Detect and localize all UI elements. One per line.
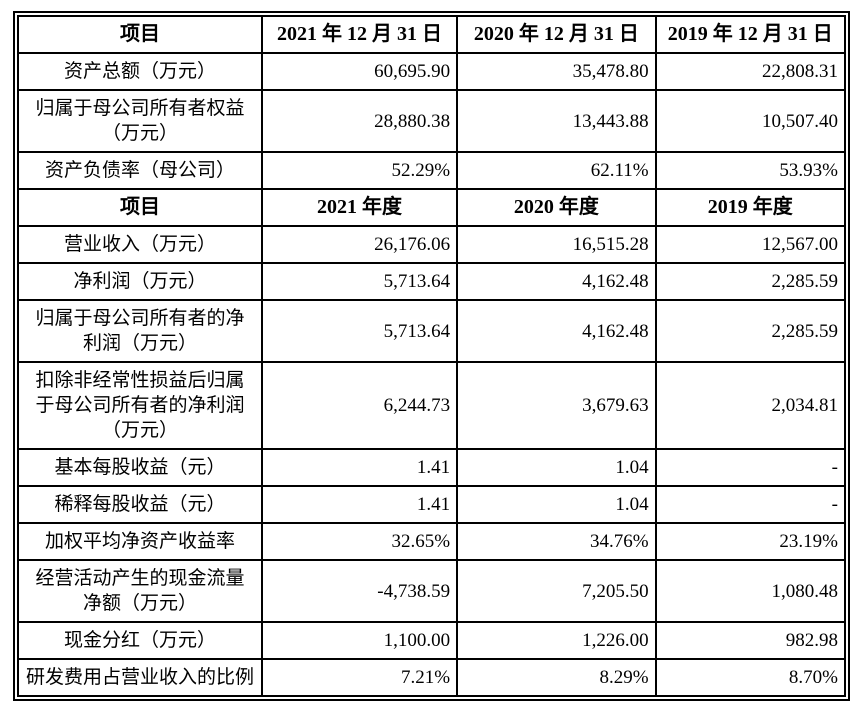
table-row-rd-expense-ratio: 研发费用占营业收入的比例 7.21% 8.29% 8.70%	[17, 658, 847, 697]
row-value: 12,567.00	[654, 225, 847, 264]
column-header-date-2021: 2021 年 12 月 31 日	[260, 15, 459, 54]
section2-header-row: 项目 2021 年度 2020 年度 2019 年度	[17, 188, 847, 227]
row-value: 35,478.80	[456, 52, 657, 91]
row-value: 13,443.88	[456, 89, 657, 153]
table-row-deducted-net-profit: 扣除非经常性损益后归属 于母公司所有者的净利润 （万元） 6,244.73 3,…	[17, 361, 847, 450]
column-header-year-2019: 2019 年度	[654, 188, 847, 227]
row-value: 34.76%	[456, 522, 657, 561]
row-value: 7,205.50	[456, 559, 657, 623]
financial-summary-table: 项目 2021 年 12 月 31 日 2020 年 12 月 31 日 201…	[17, 15, 847, 697]
row-label: 资产总额（万元）	[17, 52, 263, 91]
row-value: 1.04	[456, 448, 657, 487]
row-value: 1,080.48	[654, 559, 847, 623]
column-header-year-2021: 2021 年度	[260, 188, 459, 227]
row-value: 23.19%	[654, 522, 847, 561]
table-row-parent-equity: 归属于母公司所有者权益 （万元） 28,880.38 13,443.88 10,…	[17, 89, 847, 153]
row-value: 22,808.31	[654, 52, 847, 91]
row-value: 1.41	[260, 448, 459, 487]
row-value: 10,507.40	[654, 89, 847, 153]
row-value: 8.29%	[456, 658, 657, 697]
row-label: 研发费用占营业收入的比例	[17, 658, 263, 697]
row-label: 扣除非经常性损益后归属 于母公司所有者的净利润 （万元）	[17, 361, 263, 450]
row-label: 现金分红（万元）	[17, 621, 263, 660]
table-row-net-profit: 净利润（万元） 5,713.64 4,162.48 2,285.59	[17, 262, 847, 301]
table-row-operating-cash-flow: 经营活动产生的现金流量 净额（万元） -4,738.59 7,205.50 1,…	[17, 559, 847, 623]
row-value: 982.98	[654, 621, 847, 660]
row-value: 4,162.48	[456, 299, 657, 363]
row-value: 5,713.64	[260, 299, 459, 363]
row-label: 稀释每股收益（元）	[17, 485, 263, 524]
row-value: 16,515.28	[456, 225, 657, 264]
financial-summary-table-wrapper: 项目 2021 年 12 月 31 日 2020 年 12 月 31 日 201…	[13, 11, 850, 701]
table-row-revenue: 营业收入（万元） 26,176.06 16,515.28 12,567.00	[17, 225, 847, 264]
row-value: -	[654, 448, 847, 487]
row-value: 1,100.00	[260, 621, 459, 660]
row-value: 8.70%	[654, 658, 847, 697]
row-value: 26,176.06	[260, 225, 459, 264]
row-value: 5,713.64	[260, 262, 459, 301]
row-label: 基本每股收益（元）	[17, 448, 263, 487]
table-row-diluted-eps: 稀释每股收益（元） 1.41 1.04 -	[17, 485, 847, 524]
column-header-item: 项目	[17, 188, 263, 227]
row-value: 1,226.00	[456, 621, 657, 660]
column-header-item: 项目	[17, 15, 263, 54]
row-value: -4,738.59	[260, 559, 459, 623]
row-value: 60,695.90	[260, 52, 459, 91]
row-label: 加权平均净资产收益率	[17, 522, 263, 561]
row-value: 28,880.38	[260, 89, 459, 153]
row-value: 1.41	[260, 485, 459, 524]
row-value: 2,034.81	[654, 361, 847, 450]
row-value: 2,285.59	[654, 262, 847, 301]
row-value: 1.04	[456, 485, 657, 524]
row-value: 2,285.59	[654, 299, 847, 363]
table-row-parent-net-profit: 归属于母公司所有者的净 利润（万元） 5,713.64 4,162.48 2,2…	[17, 299, 847, 363]
row-label: 资产负债率（母公司）	[17, 151, 263, 190]
table-row-debt-ratio: 资产负债率（母公司） 52.29% 62.11% 53.93%	[17, 151, 847, 190]
table-row-weighted-roe: 加权平均净资产收益率 32.65% 34.76% 23.19%	[17, 522, 847, 561]
row-value: 53.93%	[654, 151, 847, 190]
row-value: 6,244.73	[260, 361, 459, 450]
column-header-date-2019: 2019 年 12 月 31 日	[654, 15, 847, 54]
row-value: 7.21%	[260, 658, 459, 697]
row-label: 净利润（万元）	[17, 262, 263, 301]
row-value: 52.29%	[260, 151, 459, 190]
column-header-date-2020: 2020 年 12 月 31 日	[456, 15, 657, 54]
column-header-year-2020: 2020 年度	[456, 188, 657, 227]
row-value: 32.65%	[260, 522, 459, 561]
table-row-total-assets: 资产总额（万元） 60,695.90 35,478.80 22,808.31	[17, 52, 847, 91]
row-value: 3,679.63	[456, 361, 657, 450]
row-value: 4,162.48	[456, 262, 657, 301]
row-label: 归属于母公司所有者的净 利润（万元）	[17, 299, 263, 363]
row-label: 经营活动产生的现金流量 净额（万元）	[17, 559, 263, 623]
row-label: 归属于母公司所有者权益 （万元）	[17, 89, 263, 153]
section1-header-row: 项目 2021 年 12 月 31 日 2020 年 12 月 31 日 201…	[17, 15, 847, 54]
row-value: -	[654, 485, 847, 524]
table-row-basic-eps: 基本每股收益（元） 1.41 1.04 -	[17, 448, 847, 487]
row-value: 62.11%	[456, 151, 657, 190]
row-label: 营业收入（万元）	[17, 225, 263, 264]
table-row-cash-dividend: 现金分红（万元） 1,100.00 1,226.00 982.98	[17, 621, 847, 660]
